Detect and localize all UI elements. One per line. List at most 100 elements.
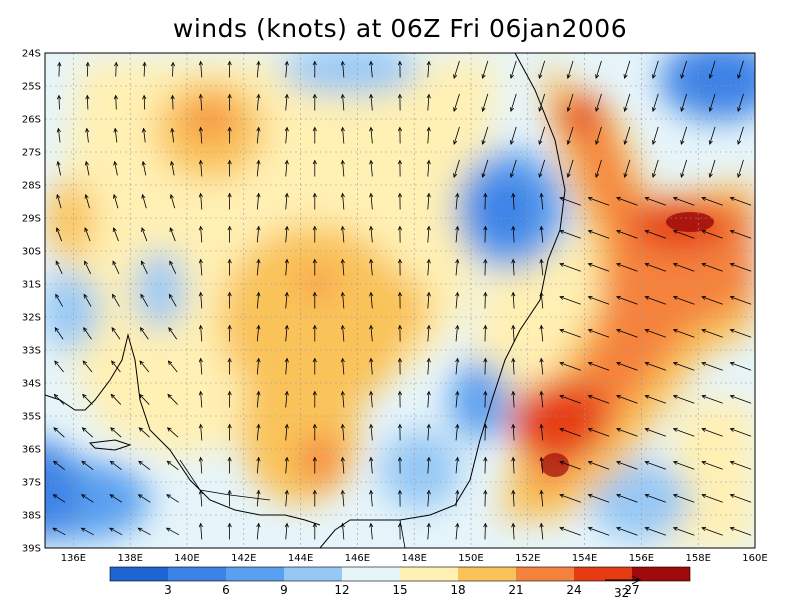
wind-vector — [114, 161, 118, 176]
wind-vector — [370, 490, 373, 507]
wind-vector-head — [114, 61, 119, 67]
lat-label: 36S — [22, 445, 41, 456]
wind-vector — [512, 457, 515, 474]
lon-label: 142E — [231, 553, 256, 564]
wind-vector — [455, 325, 458, 342]
lat-label: 26S — [22, 115, 41, 126]
wind-vector — [510, 60, 517, 79]
wind-vector — [730, 494, 752, 503]
wind-vector — [453, 93, 460, 112]
wind-vector — [730, 329, 752, 338]
wind-vector — [256, 259, 260, 276]
wind-vector-head — [284, 324, 289, 330]
wind-vector-head — [616, 427, 621, 432]
wind-vector-head — [369, 390, 374, 396]
wind-vector-head — [110, 427, 115, 432]
wind-vector-head — [616, 493, 621, 498]
wind-vector — [342, 325, 345, 342]
wind-vector-head — [198, 93, 203, 99]
wind-vector — [200, 292, 203, 309]
colorbar-swatch — [226, 567, 284, 581]
wind-vector — [482, 159, 489, 178]
wind-vector-head — [340, 291, 345, 297]
wind-vector — [427, 424, 430, 441]
wind-vector — [455, 226, 458, 243]
wind-vector-head — [559, 295, 565, 300]
wind-vector — [709, 126, 716, 145]
wind-vector-head — [369, 126, 374, 132]
wind-vector-head — [483, 192, 488, 198]
wind-vector-head — [511, 324, 516, 330]
wind-vector — [673, 329, 695, 338]
wind-vector-head — [397, 423, 403, 429]
wind-vector — [559, 527, 581, 536]
wind-vector — [709, 159, 716, 178]
wind-vector-head — [256, 291, 261, 297]
wind-vector-head — [595, 140, 600, 145]
wind-vector — [427, 160, 430, 177]
wind-vector — [256, 391, 260, 408]
wind-vector — [512, 226, 515, 243]
wind-vector — [370, 325, 373, 342]
wind-vector — [673, 395, 695, 404]
wind-vector-head — [616, 361, 621, 366]
wind-vector — [540, 457, 544, 474]
wind-vector — [540, 325, 544, 342]
wind-vector — [559, 263, 581, 272]
wind-vector-head — [340, 522, 345, 528]
latitude-labels: 24S 25S 26S 27S 28S 29S 30S 31S 32S 33S 34S 35S 36S 3… — [22, 49, 41, 555]
wind-vector — [701, 494, 723, 503]
lon-label: 158E — [685, 553, 710, 564]
wind-vector — [427, 490, 430, 507]
wind-vector — [256, 193, 260, 210]
wind-vector — [645, 230, 667, 239]
colorbar-swatch — [342, 567, 400, 581]
wind-vector — [588, 527, 610, 536]
wind-vector-head — [729, 196, 735, 201]
wind-vector — [559, 395, 581, 404]
wind-vector-head — [52, 460, 58, 466]
wind-vector-head — [587, 229, 593, 234]
wind-vector-head — [83, 326, 88, 332]
wind-vector-head — [644, 493, 650, 498]
wind-vector-head — [538, 107, 543, 112]
wind-vector — [112, 294, 120, 307]
graticule — [45, 53, 755, 548]
wind-vector — [285, 457, 288, 474]
wind-vector-head — [198, 159, 203, 165]
wind-vector-head — [141, 193, 146, 199]
wind-vector — [510, 93, 517, 112]
wind-vector — [427, 292, 430, 309]
wind-vector — [455, 193, 458, 210]
wind-vector — [256, 160, 260, 177]
wind-vector-head — [227, 126, 232, 132]
wind-vector — [109, 527, 123, 536]
wind-vector — [540, 358, 544, 375]
colorbar-label: 15 — [392, 583, 407, 597]
wind-vector-head — [55, 227, 60, 232]
wind-vector-head — [256, 522, 261, 528]
lon-label: 140E — [174, 553, 199, 564]
wind-vector-head — [340, 60, 345, 66]
wind-vector — [673, 296, 695, 305]
wind-vectors — [52, 60, 752, 540]
wind-vector — [86, 128, 89, 143]
wind-vector-head — [142, 94, 147, 100]
wind-vector — [171, 161, 175, 176]
wind-vector-head — [587, 427, 593, 432]
wind-vector-head — [198, 60, 203, 66]
wind-vector — [143, 95, 146, 110]
wind-vector — [58, 62, 60, 77]
wind-vector — [540, 523, 544, 540]
lat-label: 38S — [22, 511, 41, 522]
wind-vector-head — [113, 127, 118, 133]
wind-vector-head — [559, 493, 565, 498]
wind-vector-head — [672, 460, 678, 465]
reference-vector: 32 — [605, 575, 642, 600]
wind-vector — [342, 523, 345, 540]
wind-vector — [559, 428, 581, 437]
wind-vector — [285, 94, 288, 111]
wind-vector-head — [483, 225, 488, 231]
wind-vector-head — [616, 526, 621, 531]
wind-vector — [455, 391, 458, 408]
